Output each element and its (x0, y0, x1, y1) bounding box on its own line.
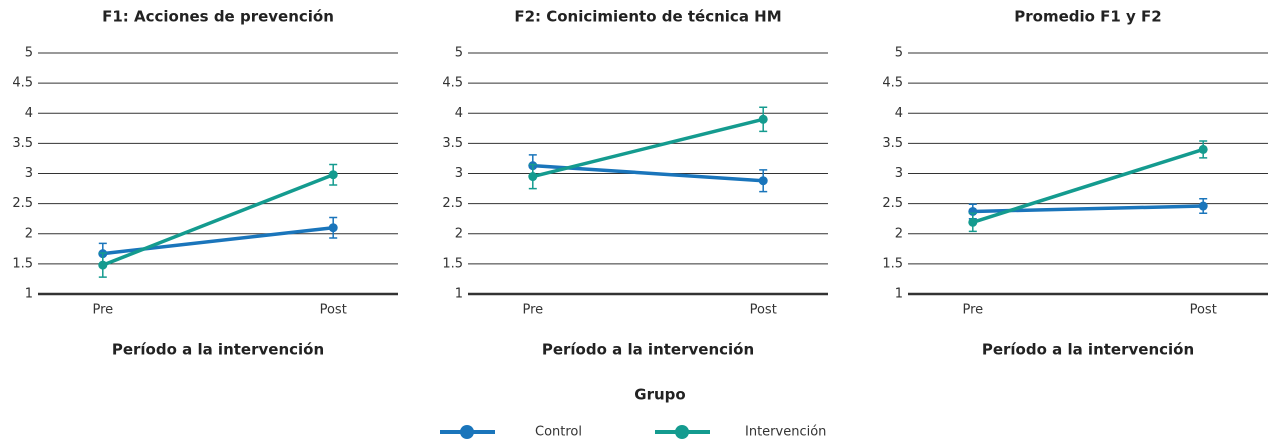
x-axis-label: Período a la intervención (112, 341, 324, 359)
point (528, 172, 538, 182)
point (1198, 201, 1208, 211)
x-tick-label: Post (750, 303, 777, 318)
y-tick-label: 5 (455, 46, 463, 61)
y-tick-label: 1 (455, 287, 463, 302)
y-tick-label: 3.5 (882, 136, 903, 151)
y-tick-label: 2 (25, 226, 33, 241)
y-tick-label: 3 (25, 166, 33, 181)
point (328, 170, 338, 180)
point (758, 114, 768, 124)
y-tick-label: 1.5 (442, 256, 463, 271)
legend-title: Grupo (634, 386, 685, 404)
legend-label: Intervención (745, 425, 826, 440)
point (968, 217, 978, 227)
y-tick-label: 2 (455, 226, 463, 241)
x-tick-label: Pre (962, 303, 983, 318)
y-tick-label: 5 (25, 46, 33, 61)
legend-marker (675, 425, 689, 439)
y-tick-label: 4.5 (442, 76, 463, 91)
series-line (532, 117, 764, 179)
y-tick-label: 4 (895, 106, 903, 121)
x-tick-label: Pre (522, 303, 543, 318)
x-axis-label: Período a la intervención (982, 341, 1194, 359)
point (758, 176, 768, 186)
x-tick-label: Post (320, 303, 347, 318)
y-tick-label: 4 (455, 106, 463, 121)
x-tick-label: Post (1190, 303, 1217, 318)
series-line (102, 173, 334, 267)
y-tick-label: 2.5 (12, 196, 33, 211)
legend-label: Control (535, 425, 582, 440)
x-tick-label: Pre (92, 303, 113, 318)
y-tick-label: 3.5 (12, 136, 33, 151)
y-tick-label: 3 (895, 166, 903, 181)
y-tick-label: 2.5 (442, 196, 463, 211)
chart-title: Promedio F1 y F2 (1014, 8, 1162, 26)
point (98, 260, 108, 270)
point (328, 223, 338, 233)
y-tick-label: 3.5 (442, 136, 463, 151)
chart-title: F2: Conicimiento de técnica HM (514, 8, 781, 26)
y-tick-label: 5 (895, 46, 903, 61)
legend-marker (460, 425, 474, 439)
y-tick-label: 3 (455, 166, 463, 181)
y-tick-label: 1.5 (882, 256, 903, 271)
y-tick-label: 1 (895, 287, 903, 302)
y-tick-label: 1 (25, 287, 33, 302)
y-tick-label: 4 (25, 106, 33, 121)
y-tick-label: 1.5 (12, 256, 33, 271)
chart-title: F1: Acciones de prevención (102, 8, 334, 26)
x-axis-label: Período a la intervención (542, 341, 754, 359)
y-tick-label: 2.5 (882, 196, 903, 211)
series-line (972, 147, 1204, 224)
y-tick-label: 4.5 (882, 76, 903, 91)
point (1198, 144, 1208, 154)
y-tick-label: 2 (895, 226, 903, 241)
y-tick-label: 4.5 (12, 76, 33, 91)
